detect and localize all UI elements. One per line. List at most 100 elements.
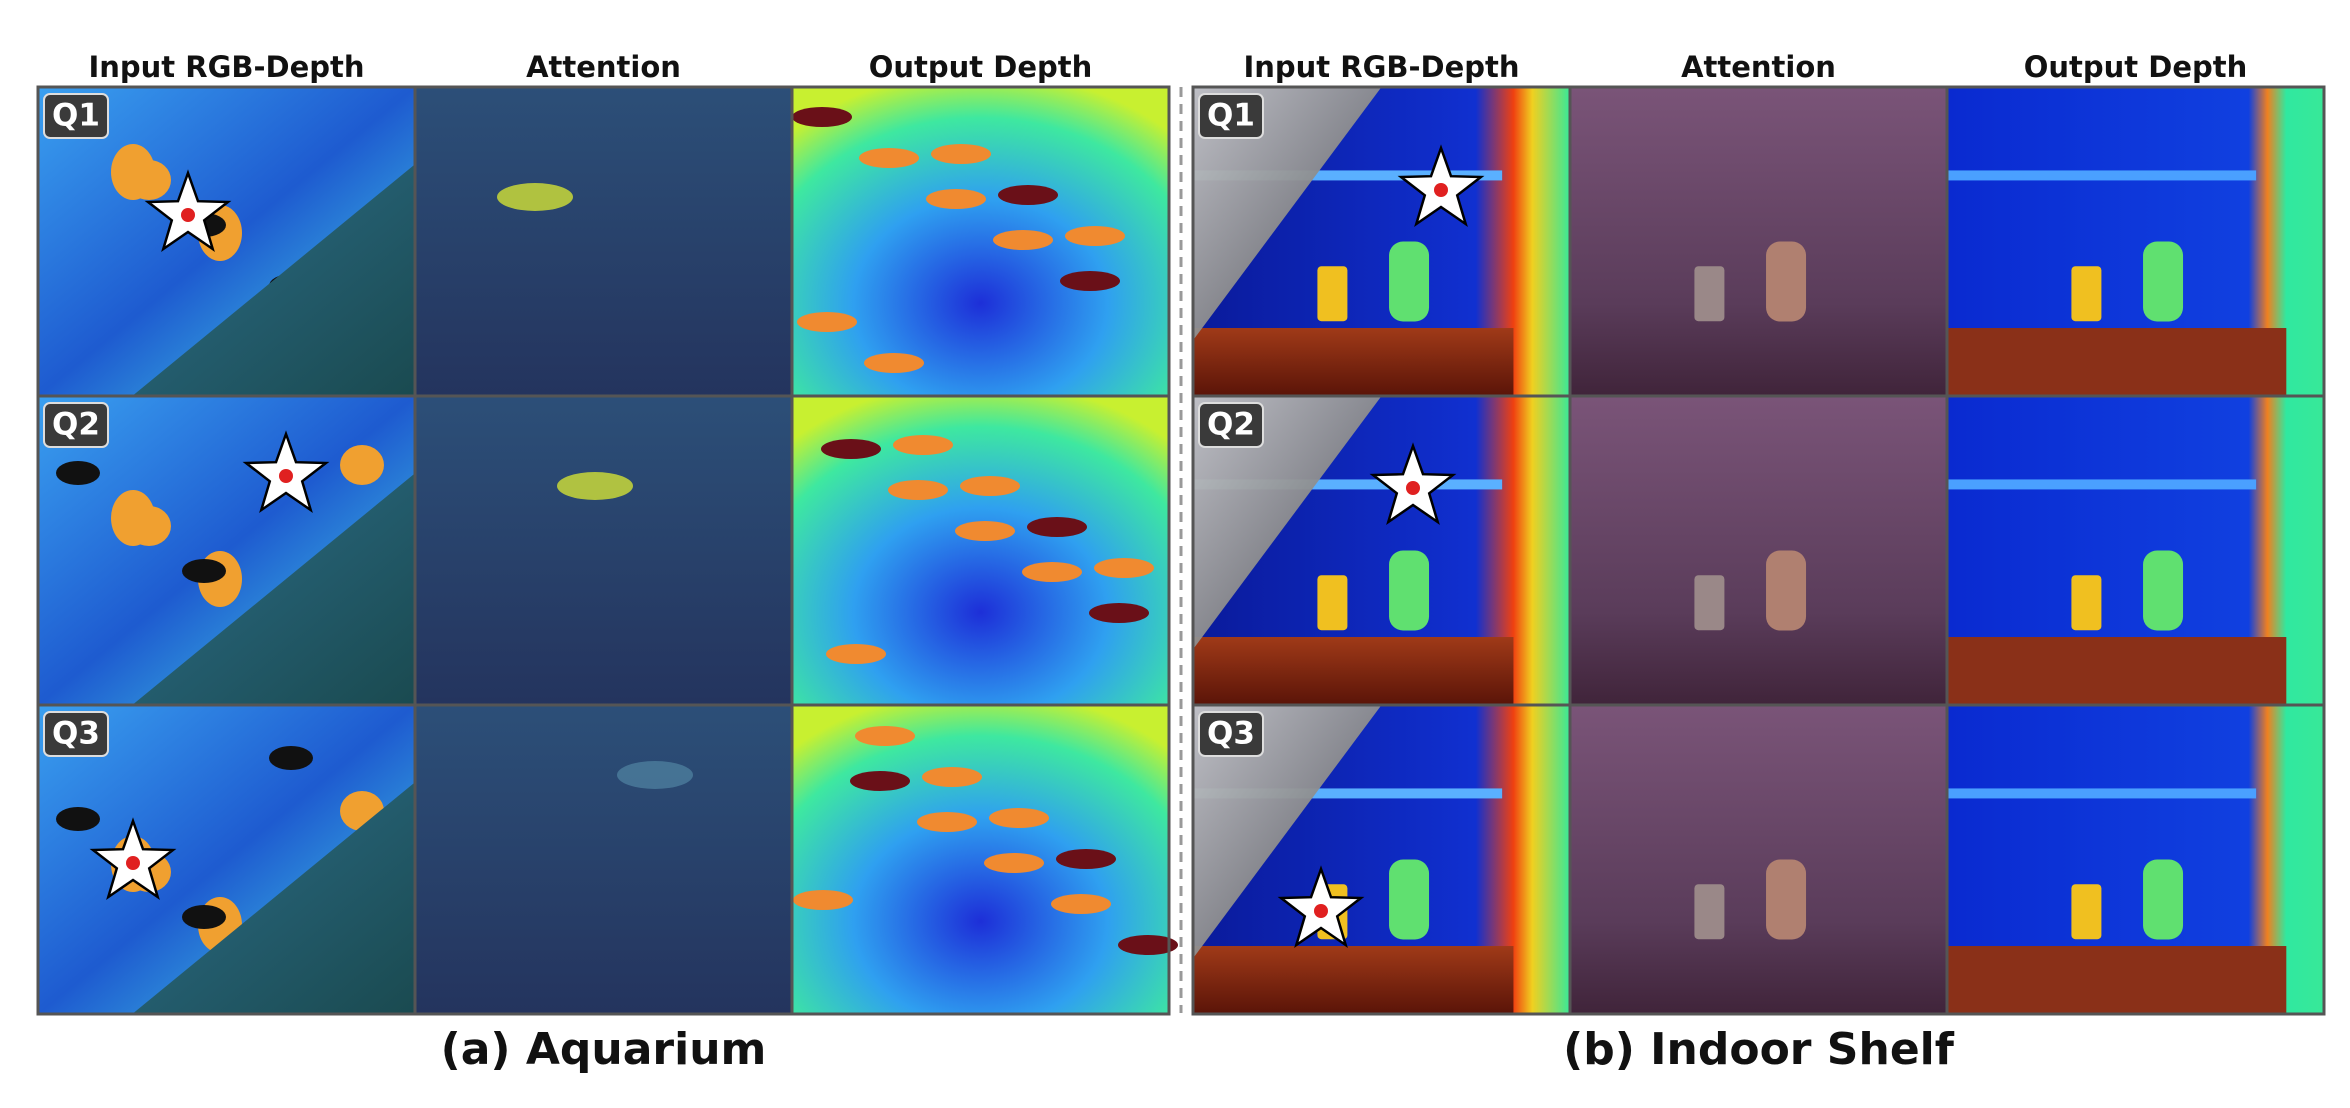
vase — [2143, 550, 2184, 631]
image-cell — [790, 85, 1171, 398]
cup — [2071, 266, 2102, 322]
cup — [1694, 884, 1725, 940]
floor — [1947, 637, 2287, 705]
column-header: Attention — [1681, 50, 1836, 84]
column-header: Attention — [526, 50, 681, 84]
query-point — [279, 469, 293, 483]
fish — [993, 230, 1053, 250]
vase — [1389, 550, 1430, 631]
fish — [855, 726, 915, 746]
rgb-half — [1193, 87, 1382, 341]
rgb-half — [132, 164, 415, 396]
image-cell — [1191, 85, 1572, 398]
image — [415, 705, 792, 1014]
fish — [922, 767, 982, 787]
cup — [2071, 575, 2102, 631]
fish — [955, 521, 1015, 541]
fish — [989, 808, 1049, 828]
query-badge — [1198, 93, 1264, 139]
blob — [111, 490, 155, 546]
attention-fish — [617, 761, 693, 789]
query-point — [126, 856, 140, 870]
vase — [1766, 241, 1807, 322]
attention-fish — [557, 472, 633, 500]
cup — [1694, 575, 1725, 631]
query-label: Q2 — [1207, 407, 1255, 443]
cup — [1694, 266, 1725, 322]
fish — [917, 812, 977, 832]
fish — [893, 435, 953, 455]
fish — [1051, 894, 1111, 914]
image — [1570, 396, 1947, 705]
query-point — [1434, 183, 1448, 197]
query-label: Q3 — [52, 716, 100, 752]
cup — [1317, 575, 1348, 631]
blob — [182, 559, 226, 583]
floor — [1947, 946, 2287, 1014]
fish — [1027, 517, 1087, 537]
image-cell — [1945, 394, 2326, 707]
image-cell — [36, 703, 417, 1016]
fish — [793, 890, 853, 910]
blob — [340, 445, 384, 485]
rgb-half — [132, 782, 415, 1014]
blob — [182, 905, 226, 929]
blob — [56, 461, 100, 485]
rgb-half — [1193, 705, 1382, 959]
column-header: Input RGB-Depth — [1243, 50, 1519, 84]
shelf — [1947, 788, 2257, 799]
vase — [1766, 550, 1807, 631]
image-cell — [413, 85, 794, 398]
vase — [2143, 241, 2184, 322]
fish — [1118, 935, 1178, 955]
image-cell — [1945, 85, 2326, 398]
shelf — [1947, 479, 2257, 490]
column-header: Output Depth — [2024, 50, 2248, 84]
fish — [821, 439, 881, 459]
query-point — [1406, 481, 1420, 495]
image-cell — [790, 394, 1171, 707]
blob — [269, 746, 313, 770]
fish — [960, 476, 1020, 496]
image-cell — [790, 703, 1178, 1016]
query-badge — [43, 93, 109, 139]
fish — [1022, 562, 1082, 582]
fish — [888, 480, 948, 500]
query-label: Q1 — [52, 98, 100, 134]
fish — [826, 644, 886, 664]
fish — [792, 107, 852, 127]
fish — [931, 144, 991, 164]
panel-border — [36, 85, 1171, 1016]
shelf — [1193, 788, 1503, 799]
fish — [1094, 558, 1154, 578]
fish — [1060, 271, 1120, 291]
panel-caption: (b) Indoor Shelf — [1563, 1024, 1955, 1075]
attention-fish — [497, 183, 573, 211]
rgb-half — [132, 473, 415, 705]
query-point — [181, 208, 195, 222]
floor — [1193, 946, 1514, 1014]
query-label: Q2 — [52, 407, 100, 443]
fish — [984, 853, 1044, 873]
blob — [111, 144, 155, 200]
panel-caption: (a) Aquarium — [441, 1024, 767, 1075]
floor — [1947, 328, 2287, 396]
image — [1570, 705, 1947, 1014]
image-cell — [413, 394, 794, 707]
shelf — [1947, 170, 2257, 181]
rgb-half — [1193, 396, 1382, 650]
column-header: Input RGB-Depth — [88, 50, 364, 84]
image-cell — [1945, 703, 2326, 1016]
query-label: Q1 — [1207, 98, 1255, 134]
vase — [1389, 241, 1430, 322]
image-cell — [1568, 394, 1949, 707]
blob — [56, 807, 100, 831]
fish — [926, 189, 986, 209]
shelf — [1193, 170, 1503, 181]
query-badge — [1198, 711, 1264, 757]
vase — [2143, 859, 2184, 940]
floor — [1193, 637, 1514, 705]
query-label: Q3 — [1207, 716, 1255, 752]
query-badge — [1198, 402, 1264, 448]
